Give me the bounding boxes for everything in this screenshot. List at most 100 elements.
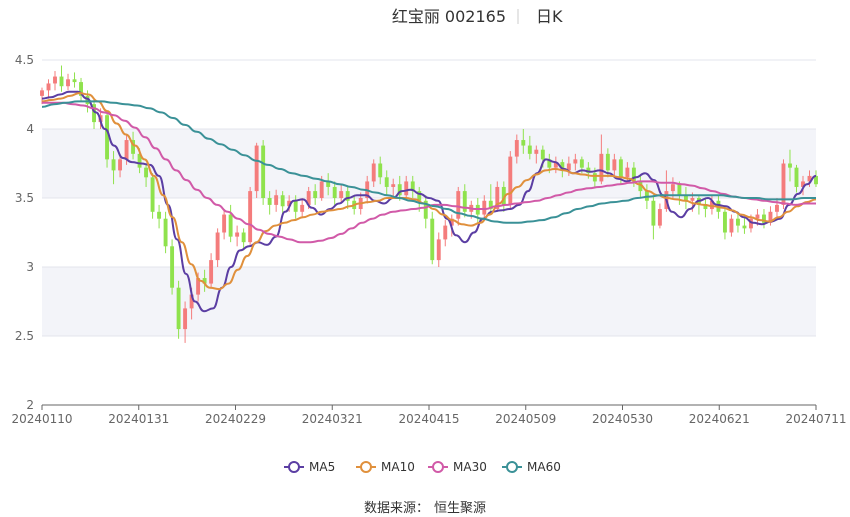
candle — [222, 209, 227, 240]
candle — [339, 184, 344, 204]
legend-item-ma30[interactable]: MA30 — [428, 460, 487, 474]
candle-body — [196, 278, 201, 295]
candle-body — [397, 184, 402, 196]
x-tick-label: 20240229 — [205, 412, 266, 426]
candle-body — [111, 159, 116, 171]
y-tick-label: 2 — [26, 398, 34, 412]
candle — [53, 71, 57, 91]
candle-body — [85, 95, 90, 105]
candle — [235, 225, 240, 247]
legend-item-ma10[interactable]: MA10 — [356, 460, 415, 474]
candle-body — [306, 191, 311, 205]
candle-body — [189, 294, 194, 309]
x-tick-label: 20240621 — [689, 412, 750, 426]
x-tick-label: 20240711 — [785, 412, 846, 426]
candle-body — [170, 246, 175, 288]
candle-body — [430, 218, 435, 261]
candle — [514, 134, 519, 164]
candle — [66, 73, 70, 91]
candle-body — [384, 177, 389, 187]
candle — [814, 170, 818, 187]
candle-body — [618, 159, 623, 178]
candle-body — [599, 153, 604, 182]
candle-body — [495, 186, 500, 210]
candle-body — [762, 214, 766, 223]
candle-body — [768, 211, 773, 223]
candle — [410, 175, 415, 198]
candle-body — [547, 159, 552, 168]
candle-body — [794, 167, 799, 187]
x-tick-label: 20240415 — [398, 412, 459, 426]
candle-body — [391, 184, 396, 187]
candle-body — [814, 175, 818, 185]
candle — [781, 159, 786, 210]
candle — [267, 191, 272, 215]
candle-body — [131, 140, 136, 154]
source-label: 数据来源： — [364, 501, 429, 516]
candle-body — [521, 140, 526, 146]
x-tick-label: 20240321 — [302, 412, 363, 426]
candle-body — [176, 287, 181, 330]
candle-body — [807, 175, 812, 182]
candle-body — [319, 181, 324, 198]
legend-item-ma60[interactable]: MA60 — [502, 460, 561, 474]
candle — [742, 217, 747, 234]
candle-body — [612, 159, 617, 171]
candle — [59, 65, 64, 92]
y-tick-label: 4.5 — [15, 53, 34, 67]
candle — [313, 184, 318, 205]
candle-body — [436, 239, 441, 261]
candle — [735, 211, 740, 233]
candle-body — [566, 163, 571, 171]
legend-ma60-marker — [506, 461, 518, 473]
x-axis: 20240110 20240131 20240229 20240321 20240415… — [11, 404, 847, 426]
candle — [703, 198, 708, 218]
candle-body — [345, 191, 350, 201]
legend-ma5-label: MA5 — [309, 460, 335, 474]
candle-body — [586, 167, 591, 174]
stock-name-title: 红宝丽 002165 — [392, 7, 506, 26]
candle-body — [46, 83, 51, 91]
candle-body — [241, 232, 246, 243]
candle-body — [222, 214, 227, 233]
candle-body — [683, 195, 688, 201]
candle-body — [92, 104, 96, 123]
moving-average-lines — [41, 90, 817, 313]
x-tick-label: 20240509 — [495, 412, 556, 426]
candle-body — [287, 200, 292, 207]
candle-body — [540, 149, 545, 160]
candle — [436, 232, 441, 267]
candle-body — [144, 167, 149, 178]
candle — [384, 170, 389, 196]
candle-body — [300, 204, 305, 212]
candle-body — [488, 200, 493, 210]
candle-body — [755, 214, 760, 219]
series-line-ma30 — [42, 101, 816, 244]
candle — [729, 214, 734, 237]
candle — [521, 129, 526, 154]
legend-ma10-marker — [360, 461, 372, 473]
candle-body — [313, 191, 318, 198]
candle — [651, 195, 656, 240]
candle — [443, 220, 448, 247]
candle — [788, 149, 792, 182]
legend-item-ma5[interactable]: MA5 — [284, 460, 335, 474]
candle-body — [605, 153, 610, 171]
candle — [79, 77, 83, 102]
y-tick-label: 3.5 — [15, 191, 34, 205]
legend: MA5 MA10 MA30 MA60 — [284, 460, 561, 474]
candle — [775, 198, 779, 219]
candle — [150, 173, 155, 219]
candle — [404, 175, 409, 198]
candle-body — [560, 162, 565, 171]
candle-body — [456, 191, 461, 219]
candle-body — [280, 195, 285, 207]
candle — [300, 198, 305, 218]
candle-body — [729, 218, 734, 233]
candle — [677, 181, 682, 205]
candle-body — [248, 191, 253, 243]
candle-body — [339, 191, 344, 198]
candle-body — [137, 153, 142, 168]
candle — [157, 204, 162, 229]
